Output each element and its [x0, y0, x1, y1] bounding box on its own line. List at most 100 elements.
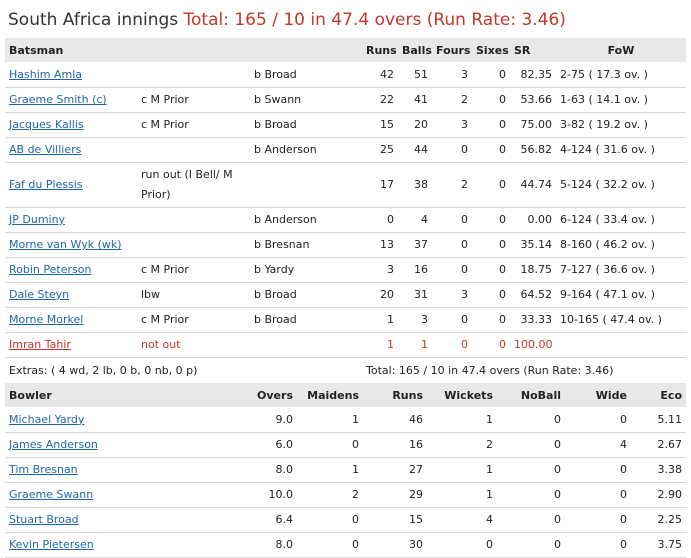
bowler-overs: 8.0 — [205, 457, 297, 483]
batsman-name-link[interactable]: AB de Villiers — [9, 143, 82, 156]
batsman-fow: 5-124 ( 32.2 ov. ) — [556, 162, 686, 208]
batsman-sixes: 0 — [472, 257, 510, 283]
batsman-row: Graeme Smith (c) c M Prior b Swann 22 41 2 0 53… — [5, 87, 686, 113]
batsman-sixes: 0 — [472, 307, 510, 333]
bowler-name-link[interactable]: Graeme Swann — [9, 488, 94, 501]
bowler-wide: 0 — [565, 482, 631, 508]
bowler-name-link[interactable]: James Anderson — [9, 438, 98, 451]
fow-header: FoW — [607, 43, 635, 57]
dismissal-bowler: b Broad — [250, 282, 362, 308]
bowler-wickets: 1 — [427, 407, 497, 433]
batsman-row: Hashim Amla b Broad 42 51 3 0 82.35 2-75 ( 17.3… — [5, 62, 686, 88]
batsman-name-link[interactable]: Imran Tahir — [9, 338, 71, 351]
batsman-runs: 25 — [362, 137, 398, 163]
bowler-name-link[interactable]: Michael Yardy — [9, 412, 85, 426]
bowling-header-row: Bowler Overs Maidens Runs Wickets NoBall… — [5, 383, 686, 407]
bowler-eco: 5.11 — [631, 407, 686, 433]
batsman-fours: 0 — [432, 137, 472, 163]
batsman-sixes: 0 — [472, 282, 510, 308]
batsman-fours: 0 — [432, 207, 472, 233]
batsman-row: Robin Peterson c M Prior b Yardy 3 16 0 0 18.75… — [5, 257, 686, 283]
fours-header: Fours — [436, 43, 471, 57]
dismissal-fielder: lbw — [137, 282, 250, 308]
batsman-name-cell: Dale Steyn — [5, 282, 137, 308]
batsman-name-link[interactable]: Morne Morkel — [9, 313, 84, 326]
bowler-maidens: 1 — [297, 407, 363, 433]
batsman-balls: 1 — [398, 332, 432, 358]
batsman-name-link[interactable]: Robin Peterson — [9, 263, 92, 276]
batsman-row: Dale Steyn lbw b Broad 20 31 3 0 64.52 9-164 ( 4… — [5, 282, 686, 308]
batsman-name-cell: JP Duminy — [5, 207, 137, 233]
bowler-name-link[interactable]: Kevin Pietersen — [9, 538, 94, 551]
batsman-sixes: 0 — [472, 232, 510, 258]
bowler-eco: 3.38 — [631, 457, 686, 483]
bowler-noball: 0 — [497, 507, 565, 533]
bowler-name-cell: Tim Bresnan — [5, 457, 205, 483]
dismissal-bowler: b Anderson — [250, 207, 362, 233]
bowler-wide: 0 — [565, 532, 631, 558]
batsman-name-link[interactable]: JP Duminy — [9, 213, 66, 226]
bowler-row: Stuart Broad 6.4 0 15 4 0 0 2.25 — [5, 507, 686, 533]
batsman-sixes: 0 — [472, 207, 510, 233]
batsman-fow: 2-75 ( 17.3 ov. ) — [556, 62, 686, 88]
bowling-table: Bowler Overs Maidens Runs Wickets NoBall… — [5, 383, 686, 558]
batsman-fours: 0 — [432, 257, 472, 283]
batsman-fow: 3-82 ( 19.2 ov. ) — [556, 112, 686, 138]
bowler-noball: 0 — [497, 407, 565, 433]
bowler-name-cell: Stuart Broad — [5, 507, 205, 533]
maidens-header: Maidens — [307, 388, 359, 402]
dismissal-bowler: b Bresnan — [250, 232, 362, 258]
batsman-fours: 0 — [432, 232, 472, 258]
dismissal-fielder: c M Prior — [137, 87, 250, 113]
bowler-eco: 2.25 — [631, 507, 686, 533]
bowler-wickets: 1 — [427, 482, 497, 508]
batsman-sr: 75.00 — [510, 112, 556, 138]
batting-table: Batsman Runs Balls Fours Sixes SR FoW Ha… — [5, 38, 686, 384]
bowler-wickets: 0 — [427, 532, 497, 558]
bowler-maidens: 2 — [297, 482, 363, 508]
batsman-row: Morne Morkel c M Prior b Broad 1 3 0 0 33.33 10-… — [5, 307, 686, 333]
batsman-name-link[interactable]: Graeme Smith (c) — [9, 93, 107, 106]
bowler-row: Graeme Swann 10.0 2 29 1 0 0 2.90 — [5, 482, 686, 508]
batsman-name-link[interactable]: Morne van Wyk (wk) — [9, 238, 122, 251]
bowler-noball: 0 — [497, 482, 565, 508]
batsman-name-link[interactable]: Dale Steyn — [9, 288, 70, 301]
sr-header: SR — [514, 43, 531, 57]
batsman-name-cell: Morne van Wyk (wk) — [5, 232, 137, 258]
batsman-runs: 17 — [362, 162, 398, 208]
batsman-runs: 15 — [362, 112, 398, 138]
batsman-fours: 3 — [432, 62, 472, 88]
batsman-runs: 3 — [362, 257, 398, 283]
batsman-sixes: 0 — [472, 137, 510, 163]
batsman-sr: 44.74 — [510, 162, 556, 208]
batsman-row: Imran Tahir not out 1 1 0 0 100.00 — [5, 332, 686, 358]
dismissal-fielder: c M Prior — [137, 257, 250, 283]
bowler-name-link[interactable]: Tim Bresnan — [9, 463, 78, 476]
eco-header: Eco — [660, 388, 682, 402]
batsman-fow: 6-124 ( 33.4 ov. ) — [556, 207, 686, 233]
bowler-wickets: 4 — [427, 507, 497, 533]
bowler-name-link[interactable]: Stuart Broad — [9, 513, 79, 526]
bowler-wide: 0 — [565, 457, 631, 483]
bowler-overs: 10.0 — [205, 482, 297, 508]
batsman-name-cell: Hashim Amla — [5, 62, 137, 88]
batsman-name-link[interactable]: Jacques Kallis — [9, 118, 84, 131]
batsman-row: JP Duminy b Anderson 0 4 0 0 0.00 6-124 ( 33.4 … — [5, 207, 686, 233]
batsman-header: Batsman — [9, 43, 64, 57]
batsman-balls: 38 — [398, 162, 432, 208]
batsman-name-link[interactable]: Faf du Plessis — [9, 178, 83, 191]
batsman-sr: 100.00 — [510, 332, 556, 358]
batsman-balls: 51 — [398, 62, 432, 88]
batsman-sr: 82.35 — [510, 62, 556, 88]
batsman-name-link[interactable]: Hashim Amla — [9, 67, 83, 81]
sixes-header: Sixes — [476, 43, 509, 57]
batsman-balls: 44 — [398, 137, 432, 163]
extras-total: Total: 165 / 10 in 47.4 overs (Run Rate:… — [362, 357, 686, 384]
dismissal-fielder: c M Prior — [137, 112, 250, 138]
batsman-balls: 41 — [398, 87, 432, 113]
bowler-overs: 6.4 — [205, 507, 297, 533]
bowler-row: Tim Bresnan 8.0 1 27 1 0 0 3.38 — [5, 457, 686, 483]
dismissal-bowler: b Broad — [250, 62, 362, 88]
bowler-row: James Anderson 6.0 0 16 2 0 4 2.67 — [5, 432, 686, 458]
batsman-runs: 22 — [362, 87, 398, 113]
